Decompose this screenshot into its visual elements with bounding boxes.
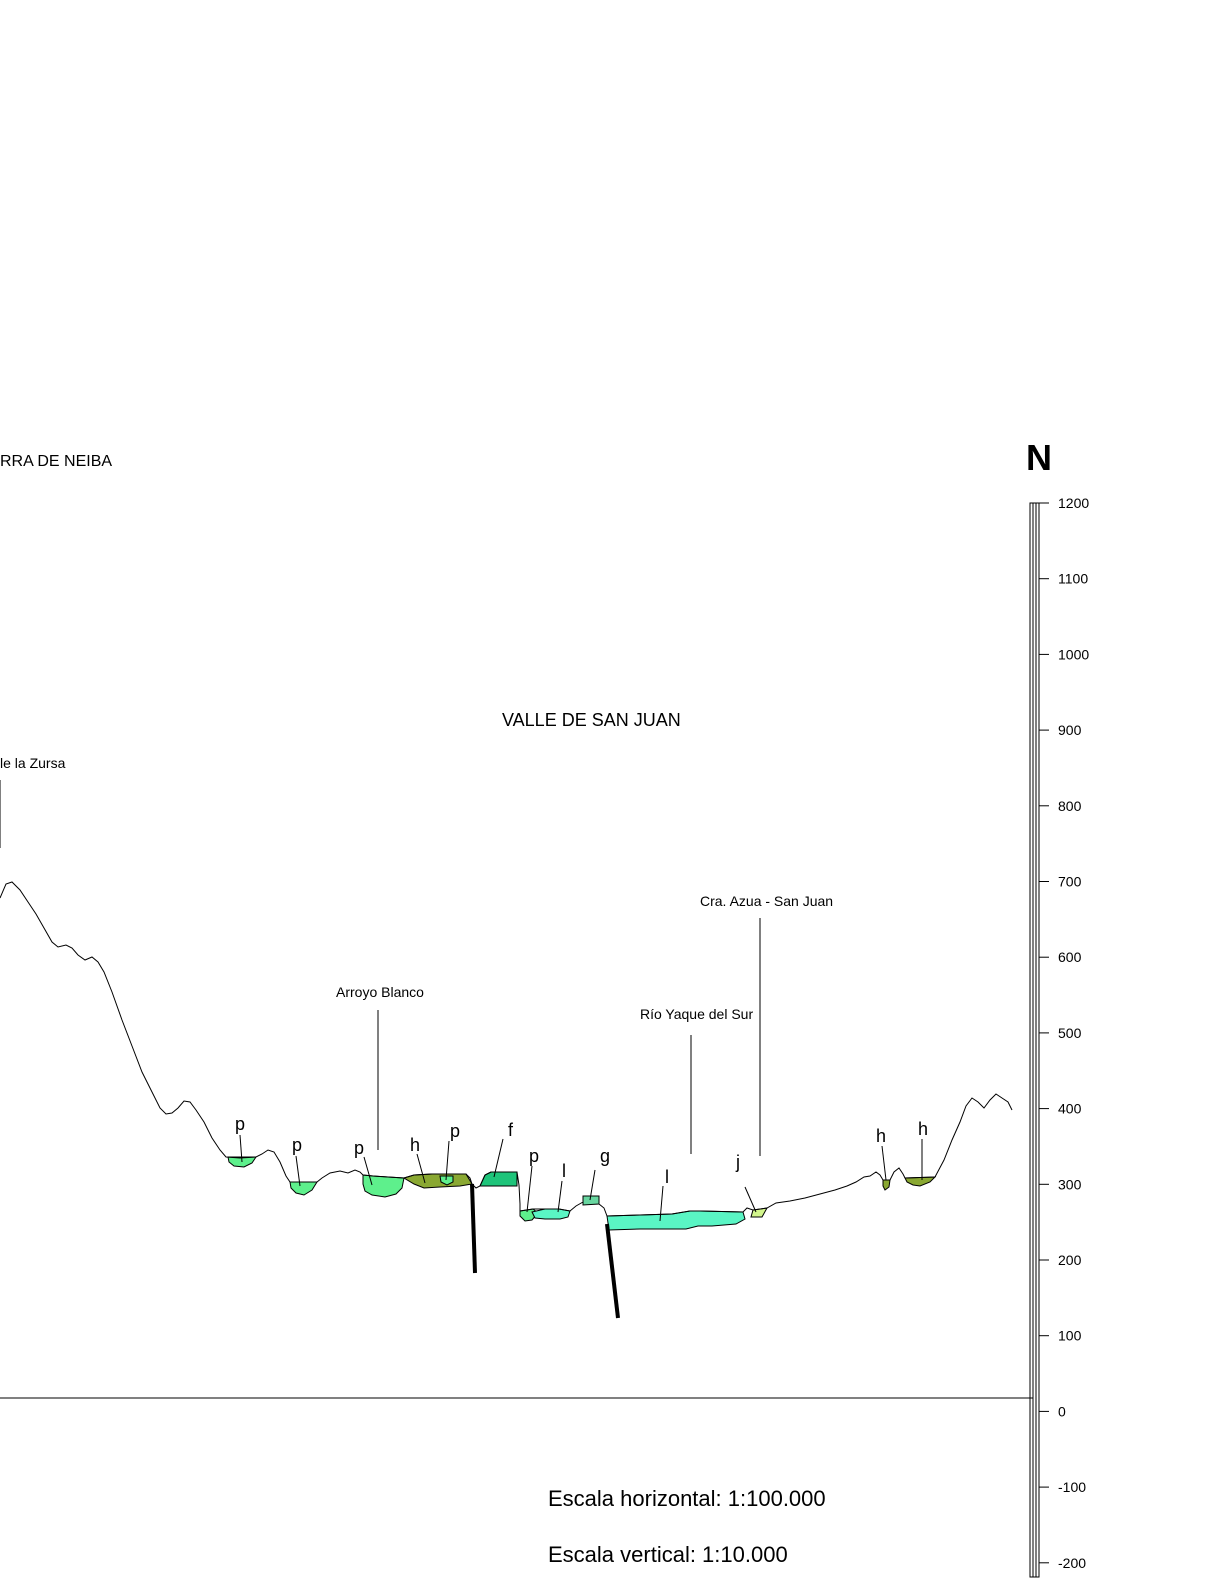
unit-label-l1: l: [562, 1161, 566, 1181]
leader-l2: [659, 1185, 664, 1222]
fault-2: [605, 1223, 620, 1319]
leader-l1: [557, 1180, 563, 1213]
unit-label-h2: h: [876, 1126, 886, 1146]
leader-h1: [416, 1153, 426, 1184]
unit-p-3: [362, 1174, 405, 1198]
unit-h-1: [402, 1173, 473, 1189]
leader-p2: [295, 1155, 301, 1187]
scale-tick-label: 100: [1058, 1328, 1082, 1344]
unit-label-h3: h: [918, 1119, 928, 1139]
leader-j1: [744, 1186, 757, 1213]
scale-tick-label: 1100: [1058, 571, 1088, 587]
unit-l-1: [531, 1208, 571, 1220]
leader-g1: [589, 1169, 596, 1201]
scale-tick-label: 1200: [1058, 495, 1089, 511]
leader-p3: [363, 1156, 373, 1186]
scale-bar-outer: [1029, 502, 1040, 1578]
leader-lines: [0, 780, 923, 1222]
unit-label-p4: p: [450, 1121, 460, 1141]
unit-p-2: [289, 1181, 318, 1196]
scale-tick-label: 0: [1058, 1403, 1066, 1419]
leader-p4: [445, 1140, 450, 1181]
unit-label-l2: l: [665, 1167, 669, 1187]
unit-label-p5: p: [529, 1146, 539, 1166]
unit-label-p1: p: [235, 1114, 245, 1134]
leader-p1: [239, 1134, 243, 1163]
scale-tick-label: 300: [1058, 1176, 1082, 1192]
unit-f-1: [479, 1171, 518, 1187]
unit-l-2: [606, 1210, 746, 1231]
unit-p-4: [439, 1175, 454, 1186]
scale-tick-label: 900: [1058, 722, 1082, 738]
unit-g-1: [582, 1195, 600, 1206]
vertical-scale-text: Escala vertical: 1:10.000: [548, 1542, 788, 1567]
scale-tick-label: 700: [1058, 874, 1082, 890]
unit-label-p3: p: [354, 1138, 364, 1158]
scale-tick-label: 800: [1058, 798, 1082, 814]
scale-tick-label: 200: [1058, 1252, 1082, 1268]
valley-label: VALLE DE SAN JUAN: [502, 710, 681, 730]
elevation-scale: [1029, 502, 1040, 1578]
leader-h2: [881, 1145, 887, 1181]
horizontal-scale-text: Escala horizontal: 1:100.000: [548, 1486, 826, 1511]
unit-label-j1: j: [735, 1152, 740, 1172]
leader-p5: [526, 1165, 533, 1213]
arroyo-label: Arroyo Blanco: [336, 984, 424, 1000]
scale-tick-label: 500: [1058, 1025, 1082, 1041]
scale-tick-label: -100: [1058, 1479, 1086, 1495]
unit-label-p2: p: [292, 1135, 302, 1155]
scale-tick-label: 1000: [1058, 646, 1089, 662]
carretera-label: Cra. Azua - San Juan: [700, 893, 833, 909]
unit-h-2: [882, 1179, 891, 1191]
scale-tick-label: 400: [1058, 1101, 1082, 1117]
fault-1: [470, 1183, 477, 1274]
zursa-label: le la Zursa: [0, 755, 66, 771]
scale-ticks: 1200110010009008007006005004003002001000…: [1039, 495, 1089, 1571]
unit-label-f1: f: [508, 1120, 514, 1140]
topographic-profile: [0, 881, 1013, 1217]
north-label: N: [1026, 437, 1052, 478]
leader-f1: [493, 1138, 504, 1178]
scale-tick-label: 600: [1058, 949, 1082, 965]
scale-tick-label: -200: [1058, 1555, 1086, 1571]
geologic-units: [227, 1156, 937, 1231]
rio-label: Río Yaque del Sur: [640, 1006, 753, 1022]
unit-label-g1: g: [600, 1146, 610, 1166]
unit-label-h1: h: [410, 1135, 420, 1155]
range-label: RRA DE NEIBA: [0, 453, 112, 470]
